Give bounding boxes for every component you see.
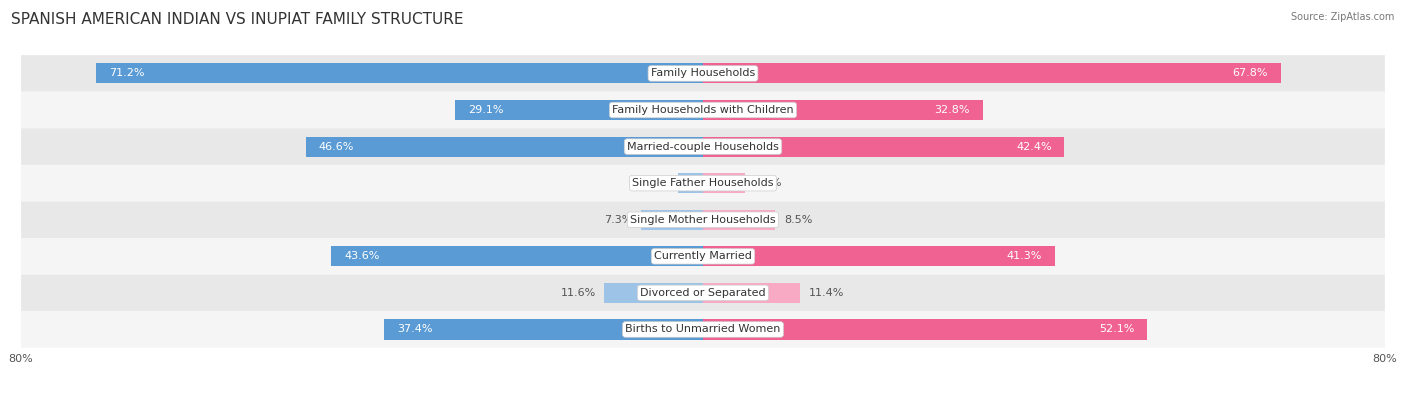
Text: Divorced or Separated: Divorced or Separated xyxy=(640,288,766,298)
FancyBboxPatch shape xyxy=(21,55,1385,92)
FancyBboxPatch shape xyxy=(21,311,1385,348)
Text: 46.6%: 46.6% xyxy=(319,141,354,152)
Text: Births to Unmarried Women: Births to Unmarried Women xyxy=(626,324,780,335)
Text: 32.8%: 32.8% xyxy=(935,105,970,115)
Bar xyxy=(332,246,703,266)
Bar xyxy=(703,100,983,120)
Text: SPANISH AMERICAN INDIAN VS INUPIAT FAMILY STRUCTURE: SPANISH AMERICAN INDIAN VS INUPIAT FAMIL… xyxy=(11,12,464,27)
Text: Family Households: Family Households xyxy=(651,68,755,79)
Text: 41.3%: 41.3% xyxy=(1007,251,1042,261)
Text: 42.4%: 42.4% xyxy=(1017,141,1052,152)
FancyBboxPatch shape xyxy=(21,165,1385,201)
Text: Currently Married: Currently Married xyxy=(654,251,752,261)
Text: 67.8%: 67.8% xyxy=(1233,68,1268,79)
FancyBboxPatch shape xyxy=(21,92,1385,128)
Bar xyxy=(703,63,1281,83)
Text: Source: ZipAtlas.com: Source: ZipAtlas.com xyxy=(1291,12,1395,22)
FancyBboxPatch shape xyxy=(21,201,1385,238)
Bar xyxy=(703,283,800,303)
Text: 52.1%: 52.1% xyxy=(1099,324,1135,335)
Bar xyxy=(703,137,1064,157)
Text: 11.4%: 11.4% xyxy=(808,288,844,298)
Text: 2.9%: 2.9% xyxy=(641,178,669,188)
Bar xyxy=(605,283,703,303)
Text: 4.9%: 4.9% xyxy=(754,178,782,188)
Text: 8.5%: 8.5% xyxy=(785,215,813,225)
Bar xyxy=(678,173,703,193)
Bar xyxy=(96,63,703,83)
Text: 43.6%: 43.6% xyxy=(344,251,380,261)
Bar xyxy=(305,137,703,157)
Bar xyxy=(641,210,703,230)
Text: 71.2%: 71.2% xyxy=(108,68,145,79)
Text: 7.3%: 7.3% xyxy=(603,215,633,225)
Bar xyxy=(703,246,1054,266)
Bar xyxy=(384,320,703,340)
FancyBboxPatch shape xyxy=(21,128,1385,165)
FancyBboxPatch shape xyxy=(21,275,1385,311)
Text: Married-couple Households: Married-couple Households xyxy=(627,141,779,152)
Bar xyxy=(703,320,1147,340)
Text: 11.6%: 11.6% xyxy=(561,288,596,298)
Bar xyxy=(703,210,776,230)
Text: Family Households with Children: Family Households with Children xyxy=(612,105,794,115)
Bar xyxy=(456,100,703,120)
Text: 37.4%: 37.4% xyxy=(396,324,433,335)
Text: 29.1%: 29.1% xyxy=(468,105,503,115)
Text: Single Mother Households: Single Mother Households xyxy=(630,215,776,225)
FancyBboxPatch shape xyxy=(21,238,1385,275)
Text: Single Father Households: Single Father Households xyxy=(633,178,773,188)
Bar xyxy=(703,173,745,193)
